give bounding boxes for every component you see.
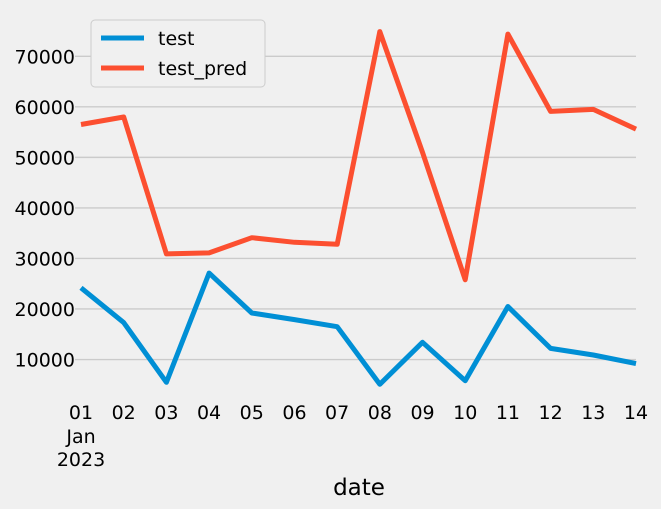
y-tick-label: 10000 bbox=[15, 350, 75, 372]
legend-label-test: test bbox=[158, 28, 195, 50]
x-tick-label: 13 bbox=[581, 402, 605, 424]
y-tick-label: 70000 bbox=[15, 46, 75, 68]
x-tick-label: 14 bbox=[624, 402, 648, 424]
series-line-test bbox=[79, 270, 637, 387]
x-tick-label: 08 bbox=[368, 402, 392, 424]
x-tick-label: 05 bbox=[240, 402, 264, 424]
x-tick-labels: 01 02 03 04 05 06 07 08 09 10 11 12 13 14 bbox=[69, 402, 648, 424]
x-sublabel-year: 2023 bbox=[57, 449, 105, 471]
x-tick-label: 04 bbox=[197, 402, 221, 424]
y-tick-label: 20000 bbox=[15, 299, 75, 321]
x-tick-label: 09 bbox=[410, 402, 434, 424]
x-tick-label: 06 bbox=[282, 402, 306, 424]
x-tick-label: 10 bbox=[453, 402, 477, 424]
x-tick-label: 07 bbox=[325, 402, 349, 424]
x-sublabel-month: Jan bbox=[65, 426, 95, 448]
grid-lines bbox=[75, 55, 636, 361]
y-tick-label: 60000 bbox=[15, 97, 75, 119]
y-tick-label: 50000 bbox=[15, 147, 75, 169]
x-tick-label: 12 bbox=[539, 402, 563, 424]
x-tick-label: 02 bbox=[112, 402, 136, 424]
x-tick-label: 03 bbox=[154, 402, 178, 424]
y-tick-label: 30000 bbox=[15, 248, 75, 270]
y-tick-labels: 10000 20000 30000 40000 50000 60000 70000 bbox=[15, 46, 75, 371]
x-tick-label: 11 bbox=[496, 402, 520, 424]
legend-label-test-pred: test_pred bbox=[158, 58, 247, 80]
x-axis-title: date bbox=[333, 475, 385, 501]
y-tick-label: 40000 bbox=[15, 198, 75, 220]
series-line-test-pred bbox=[80, 29, 638, 283]
x-tick-label: 01 bbox=[69, 402, 93, 424]
legend: test test_pred bbox=[90, 19, 266, 88]
series-lines bbox=[79, 29, 638, 387]
